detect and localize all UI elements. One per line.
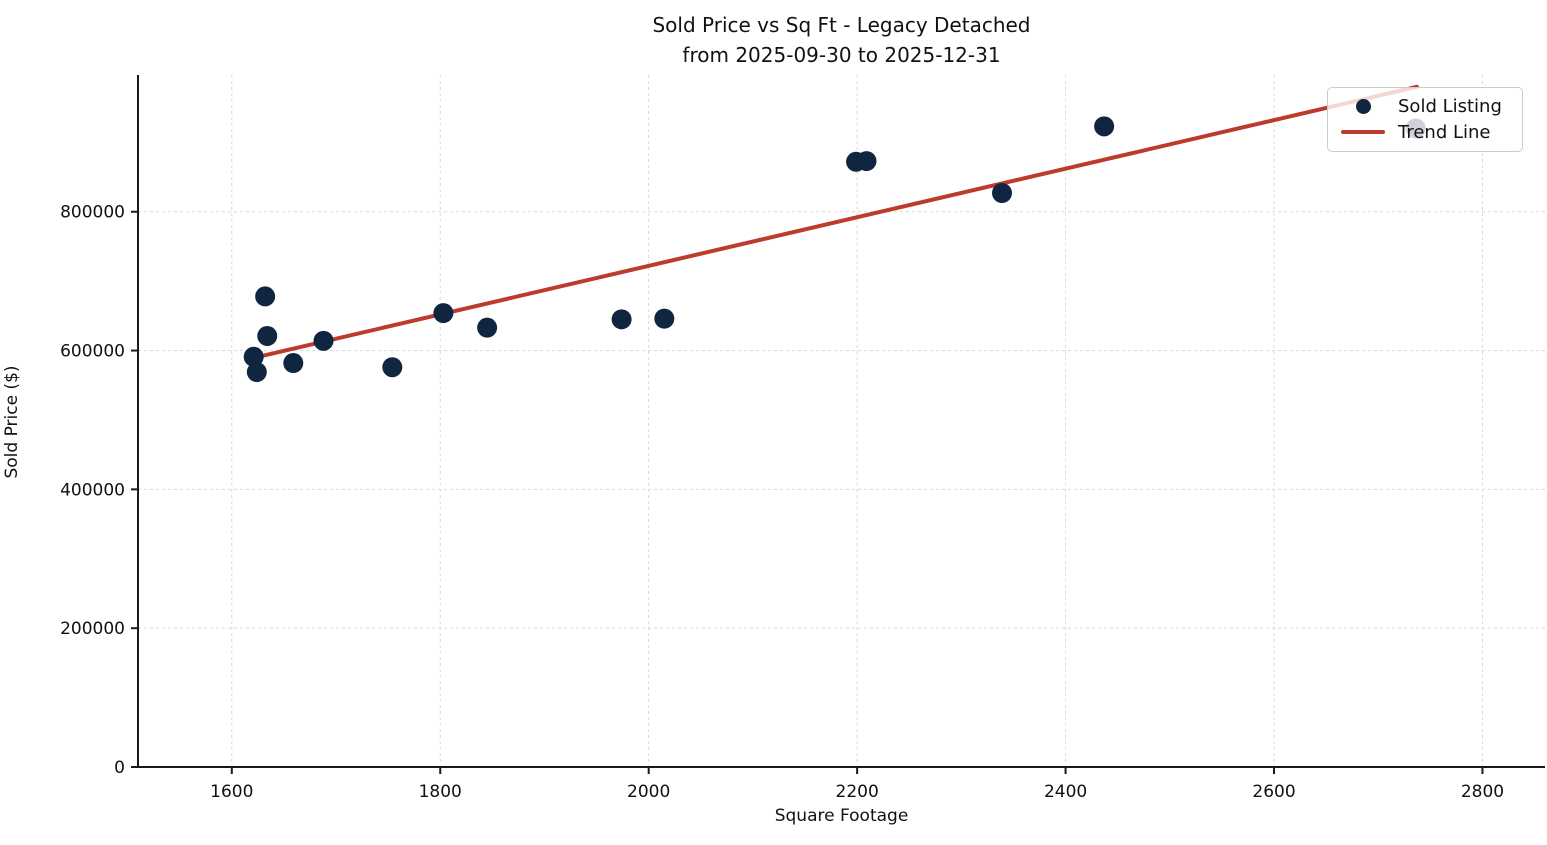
- x-tick-label: 2200: [836, 782, 879, 802]
- scatter-point: [313, 330, 334, 351]
- y-axis-label: Sold Price ($): [2, 365, 22, 479]
- legend-marker-col: [1340, 99, 1386, 115]
- legend: Sold Listing Trend Line: [1327, 87, 1523, 152]
- x-axis-label: Square Footage: [774, 806, 909, 826]
- y-tick-label: 200000: [60, 619, 125, 639]
- scatter-point: [477, 317, 498, 338]
- scatter-point: [382, 357, 403, 378]
- scatter-point: [611, 309, 632, 330]
- y-tick-label: 800000: [60, 203, 125, 223]
- chart-subtitle: from 2025-09-30 to 2025-12-31: [682, 43, 1001, 67]
- scatter-point: [257, 325, 278, 346]
- x-tick-label: 1600: [210, 782, 253, 802]
- x-tick-label: 1800: [419, 782, 462, 802]
- chart-title-block: Sold Price vs Sq Ft - Legacy Detached fr…: [138, 10, 1545, 70]
- trend-line: [247, 84, 1419, 361]
- x-tick-label: 2800: [1461, 782, 1504, 802]
- x-tick-label: 2600: [1252, 782, 1295, 802]
- trend-line-icon: [1341, 130, 1385, 135]
- x-tick-label: 2400: [1044, 782, 1087, 802]
- x-tick-label: 2000: [627, 782, 670, 802]
- y-tick-label: 600000: [60, 342, 125, 362]
- scatter-point: [1094, 116, 1115, 137]
- scatter-point: [255, 286, 276, 307]
- legend-item-trend-line: Trend Line: [1340, 120, 1512, 146]
- scatter-point: [654, 308, 675, 329]
- scatter-point: [283, 353, 304, 374]
- y-tick-label: 400000: [60, 480, 125, 500]
- legend-label-sold-listing: Sold Listing: [1398, 96, 1502, 118]
- scatter-point: [856, 151, 877, 172]
- y-tick-label: 0: [114, 758, 125, 778]
- scatter-point: [433, 303, 454, 324]
- scatter-point: [243, 346, 264, 367]
- chart-title: Sold Price vs Sq Ft - Legacy Detached: [652, 13, 1031, 37]
- scatter-point: [992, 182, 1013, 203]
- legend-label-trend-line: Trend Line: [1398, 121, 1491, 143]
- legend-marker-col: [1340, 130, 1386, 135]
- sold-listing-dot-icon: [1355, 99, 1371, 115]
- legend-item-sold-listing: Sold Listing: [1340, 94, 1512, 120]
- scatter-point: [246, 362, 267, 383]
